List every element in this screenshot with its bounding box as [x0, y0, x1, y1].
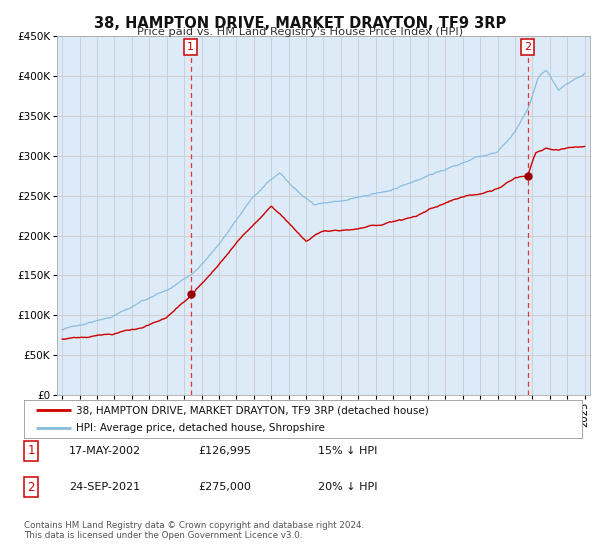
- Text: 1: 1: [28, 444, 35, 458]
- Text: 2: 2: [524, 42, 531, 52]
- Text: £126,995: £126,995: [198, 446, 251, 456]
- Text: 38, HAMPTON DRIVE, MARKET DRAYTON, TF9 3RP (detached house): 38, HAMPTON DRIVE, MARKET DRAYTON, TF9 3…: [76, 405, 428, 415]
- Text: 20% ↓ HPI: 20% ↓ HPI: [318, 482, 377, 492]
- Text: 38, HAMPTON DRIVE, MARKET DRAYTON, TF9 3RP: 38, HAMPTON DRIVE, MARKET DRAYTON, TF9 3…: [94, 16, 506, 31]
- Text: 24-SEP-2021: 24-SEP-2021: [69, 482, 140, 492]
- Text: 15% ↓ HPI: 15% ↓ HPI: [318, 446, 377, 456]
- Text: £275,000: £275,000: [198, 482, 251, 492]
- Text: Price paid vs. HM Land Registry's House Price Index (HPI): Price paid vs. HM Land Registry's House …: [137, 27, 463, 37]
- Text: 17-MAY-2002: 17-MAY-2002: [69, 446, 141, 456]
- Text: Contains HM Land Registry data © Crown copyright and database right 2024.: Contains HM Land Registry data © Crown c…: [24, 521, 364, 530]
- Text: This data is licensed under the Open Government Licence v3.0.: This data is licensed under the Open Gov…: [24, 531, 302, 540]
- Text: HPI: Average price, detached house, Shropshire: HPI: Average price, detached house, Shro…: [76, 423, 325, 433]
- Text: 1: 1: [187, 42, 194, 52]
- Text: 2: 2: [28, 480, 35, 494]
